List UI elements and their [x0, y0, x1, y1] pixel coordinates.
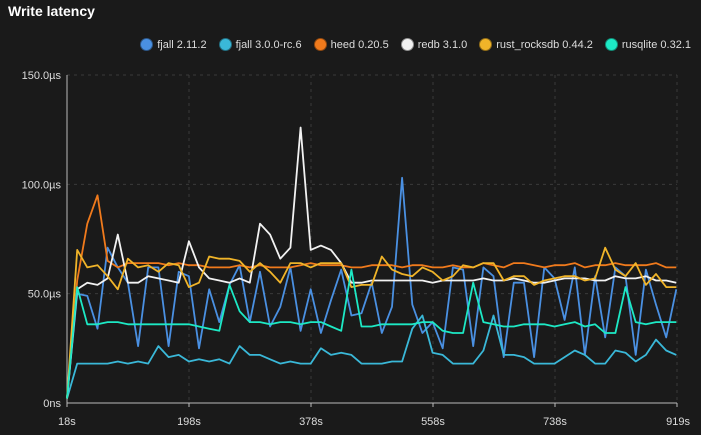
legend-label: rusqlite 0.32.1	[621, 38, 691, 51]
legend-item[interactable]: heed 0.20.5	[313, 38, 389, 51]
series-line-fjall-2-11-2	[66, 176, 678, 399]
series-line-redb-3-1-0	[66, 126, 677, 399]
legend: fjall 2.11.2 fjall 3.0.0-rc.6 heed 0.20.5 r…	[140, 38, 691, 51]
legend-swatch	[140, 38, 154, 51]
legend-swatch	[400, 38, 414, 51]
series-line-rusqlite-0-32-1	[66, 268, 677, 399]
legend-item[interactable]: rust_rocksdb 0.44.2	[479, 38, 593, 51]
x-tick-label: 558s	[421, 416, 445, 428]
legend-item[interactable]: fjall 3.0.0-rc.6	[218, 38, 302, 51]
legend-item[interactable]: rusqlite 0.32.1	[604, 38, 691, 51]
series-line-rust-rocksdb-0-44-2	[66, 246, 677, 399]
x-tick-label: 198s	[177, 416, 201, 428]
legend-label: heed 0.20.5	[330, 38, 389, 51]
legend-swatch	[479, 38, 493, 51]
x-tick-label: 738s	[543, 416, 567, 428]
legend-swatch	[604, 38, 618, 51]
legend-swatch	[313, 38, 327, 51]
series-line-fjall-3-0-0-rc-6	[66, 314, 677, 399]
y-tick-label: 50.0µs	[28, 289, 62, 301]
legend-label: redb 3.1.0	[417, 38, 468, 51]
x-tick-label: 18s	[58, 416, 76, 428]
legend-item[interactable]: redb 3.1.0	[400, 38, 468, 51]
y-tick-label: 100.0µs	[22, 179, 62, 191]
y-tick-label: 0ns	[43, 398, 61, 410]
chart-title: Write latency	[8, 3, 95, 19]
x-tick-label: 919s	[666, 416, 690, 428]
legend-label: fjall 3.0.0-rc.6	[235, 38, 302, 51]
y-tick-label: 150.0µs	[22, 70, 62, 82]
legend-label: fjall 2.11.2	[157, 38, 207, 51]
legend-swatch	[218, 38, 232, 51]
series-line-heed-0-20-5	[66, 194, 677, 399]
legend-item[interactable]: fjall 2.11.2	[140, 38, 207, 51]
x-tick-label: 378s	[299, 416, 323, 428]
legend-label: rust_rocksdb 0.44.2	[496, 38, 593, 51]
